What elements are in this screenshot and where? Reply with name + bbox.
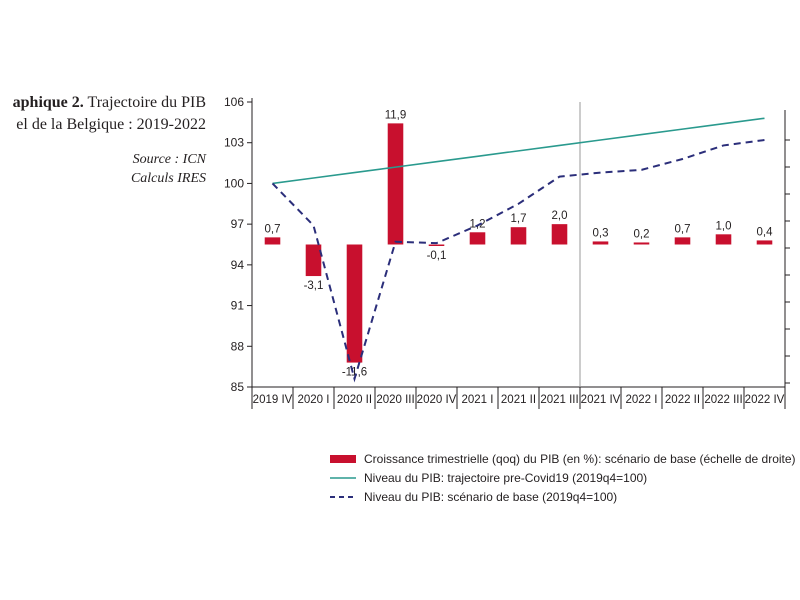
x-tick-label: 2020 III — [376, 394, 414, 406]
bar-data-label: -0,1 — [427, 250, 447, 262]
growth-bar — [510, 227, 527, 245]
x-tick-label: 2020 I — [298, 394, 330, 406]
x-tick-label: 2022 I — [626, 394, 658, 406]
growth-bar — [264, 237, 281, 245]
bar-data-label: 0,3 — [593, 227, 609, 239]
y-tick-label: 103 — [224, 136, 244, 150]
bar-data-label: 1,0 — [716, 220, 732, 232]
source-line: Source : ICN — [132, 152, 206, 167]
bar-data-label: 11,9 — [385, 109, 407, 121]
y-tick-label: 97 — [231, 217, 245, 231]
x-tick-label: 2021 III — [540, 394, 578, 406]
growth-bar — [592, 241, 609, 245]
baseline-scenario-line — [271, 139, 765, 383]
figure-number: aphique 2. — [12, 94, 84, 111]
x-tick-label: 2022 III — [704, 394, 742, 406]
growth-bar — [428, 244, 445, 246]
legend-label: Niveau du PIB: scénario de base (2019q4=… — [364, 490, 617, 504]
figure-title: aphique 2. Trajectoire du PIB el de la B… — [13, 92, 206, 136]
x-tick-label: 2020 II — [337, 394, 372, 406]
x-tick-label: 2021 IV — [581, 394, 621, 406]
x-tick-label: 2019 IV — [253, 394, 293, 406]
growth-bar — [715, 234, 732, 245]
bar-data-label: -11,6 — [342, 367, 367, 379]
y-tick-label: 106 — [224, 95, 244, 109]
growth-bar — [346, 244, 363, 363]
growth-bar — [551, 224, 568, 245]
bar-data-label: 0,2 — [634, 228, 650, 240]
x-tick-label: 2021 II — [501, 394, 536, 406]
bar-data-label: 0,4 — [757, 226, 774, 238]
pre-covid-trend-line — [272, 117, 765, 185]
legend-label: Niveau du PIB: trajectoire pre-Covid19 (… — [364, 471, 647, 485]
legend-label: Croissance trimestrielle (qoq) du PIB (e… — [364, 452, 796, 466]
growth-bar — [387, 123, 404, 245]
x-tick-label: 2021 I — [462, 394, 494, 406]
figure-source: Source : ICN Calculs IRES — [131, 150, 206, 188]
bar-data-label: -3,1 — [304, 280, 324, 292]
y-tick-label: 91 — [231, 299, 245, 313]
bar-data-label: 0,7 — [675, 223, 691, 235]
x-tick-label: 2020 IV — [417, 394, 457, 406]
y-tick-label: 85 — [231, 380, 245, 394]
y-tick-label: 88 — [231, 339, 245, 353]
y-tick-label: 100 — [224, 176, 244, 190]
x-tick-label: 2022 IV — [745, 394, 785, 406]
bar-data-label: 1,2 — [470, 218, 486, 230]
legend-bar-swatch — [330, 455, 356, 463]
growth-bar — [633, 242, 650, 245]
calculs-line: Calculs IRES — [130, 171, 206, 186]
bar-data-label: 0,7 — [265, 223, 281, 235]
bar-data-label: 2,0 — [552, 210, 568, 222]
bar-data-label: 1,7 — [511, 213, 527, 225]
growth-bar — [469, 232, 486, 245]
growth-bar — [756, 240, 773, 245]
growth-bar — [305, 244, 322, 277]
y-tick-label: 94 — [231, 258, 245, 272]
x-tick-label: 2022 II — [665, 394, 700, 406]
figure-subtitle: el de la Belgique : 2019-2022 — [16, 116, 206, 133]
growth-bar — [674, 237, 691, 245]
figure-title-text: Trajectoire du PIB — [83, 94, 206, 111]
